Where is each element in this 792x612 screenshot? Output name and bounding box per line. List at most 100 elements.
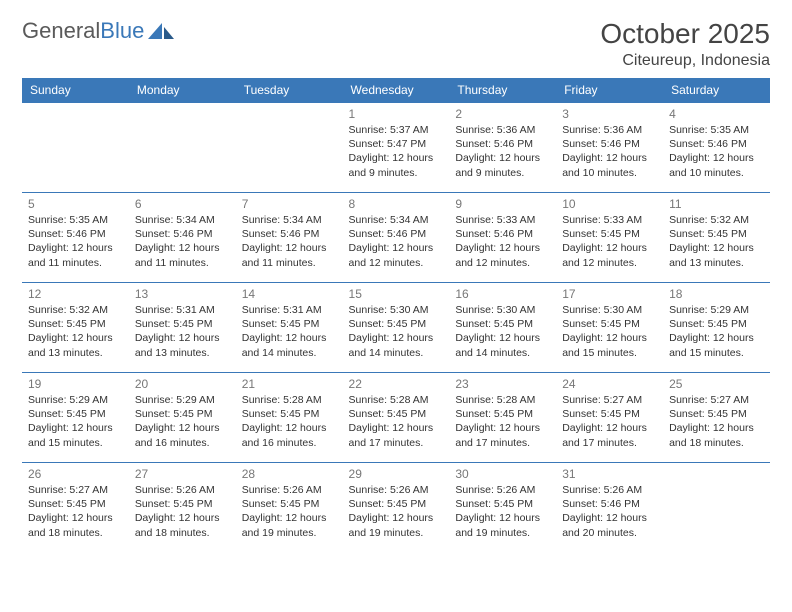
day-number: 10 xyxy=(562,197,657,211)
calendar-cell: 20 Sunrise: 5:29 AMSunset: 5:45 PMDayligh… xyxy=(129,373,236,463)
day-header: Thursday xyxy=(449,78,556,103)
calendar-cell xyxy=(236,103,343,193)
day-header: Tuesday xyxy=(236,78,343,103)
day-number: 7 xyxy=(242,197,337,211)
day-detail: Sunrise: 5:36 AMSunset: 5:46 PMDaylight:… xyxy=(455,123,550,180)
day-detail: Sunrise: 5:32 AMSunset: 5:45 PMDaylight:… xyxy=(28,303,123,360)
calendar-cell: 21 Sunrise: 5:28 AMSunset: 5:45 PMDayligh… xyxy=(236,373,343,463)
calendar-cell: 18 Sunrise: 5:29 AMSunset: 5:45 PMDayligh… xyxy=(663,283,770,373)
day-number: 6 xyxy=(135,197,230,211)
calendar-cell xyxy=(22,103,129,193)
day-number: 15 xyxy=(349,287,444,301)
day-number: 2 xyxy=(455,107,550,121)
calendar-cell: 27Sunrise: 5:26 AMSunset: 5:45 PMDayligh… xyxy=(129,463,236,553)
day-detail: Sunrise: 5:26 AMSunset: 5:45 PMDaylight:… xyxy=(455,483,550,540)
calendar-table: SundayMondayTuesdayWednesdayThursdayFrid… xyxy=(22,78,770,553)
calendar-cell: 2 Sunrise: 5:36 AMSunset: 5:46 PMDaylight… xyxy=(449,103,556,193)
day-detail: Sunrise: 5:28 AMSunset: 5:45 PMDaylight:… xyxy=(242,393,337,450)
day-detail: Sunrise: 5:30 AMSunset: 5:45 PMDaylight:… xyxy=(562,303,657,360)
calendar-body: 1 Sunrise: 5:37 AMSunset: 5:47 PMDaylight… xyxy=(22,103,770,553)
calendar-cell: 25 Sunrise: 5:27 AMSunset: 5:45 PMDayligh… xyxy=(663,373,770,463)
calendar-cell: 28Sunrise: 5:26 AMSunset: 5:45 PMDayligh… xyxy=(236,463,343,553)
calendar-cell xyxy=(129,103,236,193)
day-number: 22 xyxy=(349,377,444,391)
day-detail: Sunrise: 5:29 AMSunset: 5:45 PMDaylight:… xyxy=(135,393,230,450)
day-number: 3 xyxy=(562,107,657,121)
day-detail: Sunrise: 5:32 AMSunset: 5:45 PMDaylight:… xyxy=(669,213,764,270)
day-number: 12 xyxy=(28,287,123,301)
day-number: 8 xyxy=(349,197,444,211)
day-detail: Sunrise: 5:29 AMSunset: 5:45 PMDaylight:… xyxy=(669,303,764,360)
calendar-cell: 7 Sunrise: 5:34 AMSunset: 5:46 PMDaylight… xyxy=(236,193,343,283)
day-number: 20 xyxy=(135,377,230,391)
calendar-cell: 10 Sunrise: 5:33 AMSunset: 5:45 PMDayligh… xyxy=(556,193,663,283)
calendar-cell: 30Sunrise: 5:26 AMSunset: 5:45 PMDayligh… xyxy=(449,463,556,553)
calendar-cell: 19 Sunrise: 5:29 AMSunset: 5:45 PMDayligh… xyxy=(22,373,129,463)
day-number: 27 xyxy=(135,467,230,481)
day-header: Friday xyxy=(556,78,663,103)
day-number: 29 xyxy=(349,467,444,481)
calendar-cell: 1 Sunrise: 5:37 AMSunset: 5:47 PMDaylight… xyxy=(343,103,450,193)
day-detail: Sunrise: 5:26 AMSunset: 5:45 PMDaylight:… xyxy=(349,483,444,540)
calendar-row: 1 Sunrise: 5:37 AMSunset: 5:47 PMDaylight… xyxy=(22,103,770,193)
day-detail: Sunrise: 5:29 AMSunset: 5:45 PMDaylight:… xyxy=(28,393,123,450)
day-detail: Sunrise: 5:27 AMSunset: 5:45 PMDaylight:… xyxy=(28,483,123,540)
day-detail: Sunrise: 5:33 AMSunset: 5:45 PMDaylight:… xyxy=(562,213,657,270)
day-number: 25 xyxy=(669,377,764,391)
calendar-cell: 23Sunrise: 5:28 AMSunset: 5:45 PMDayligh… xyxy=(449,373,556,463)
day-number: 21 xyxy=(242,377,337,391)
day-number: 11 xyxy=(669,197,764,211)
calendar-cell: 16 Sunrise: 5:30 AMSunset: 5:45 PMDayligh… xyxy=(449,283,556,373)
day-header: Wednesday xyxy=(343,78,450,103)
day-number: 16 xyxy=(455,287,550,301)
calendar-cell: 5Sunrise: 5:35 AMSunset: 5:46 PMDaylight… xyxy=(22,193,129,283)
calendar-cell: 4 Sunrise: 5:35 AMSunset: 5:46 PMDaylight… xyxy=(663,103,770,193)
day-detail: Sunrise: 5:30 AMSunset: 5:45 PMDaylight:… xyxy=(455,303,550,360)
day-detail: Sunrise: 5:27 AMSunset: 5:45 PMDaylight:… xyxy=(562,393,657,450)
calendar-cell: 31Sunrise: 5:26 AMSunset: 5:46 PMDayligh… xyxy=(556,463,663,553)
day-detail: Sunrise: 5:26 AMSunset: 5:45 PMDaylight:… xyxy=(242,483,337,540)
day-number: 13 xyxy=(135,287,230,301)
calendar-head: SundayMondayTuesdayWednesdayThursdayFrid… xyxy=(22,78,770,103)
calendar-cell: 15Sunrise: 5:30 AMSunset: 5:45 PMDayligh… xyxy=(343,283,450,373)
location: Citeureup, Indonesia xyxy=(600,52,770,70)
calendar-cell: 13Sunrise: 5:31 AMSunset: 5:45 PMDayligh… xyxy=(129,283,236,373)
calendar-cell: 11 Sunrise: 5:32 AMSunset: 5:45 PMDayligh… xyxy=(663,193,770,283)
day-header: Monday xyxy=(129,78,236,103)
day-detail: Sunrise: 5:28 AMSunset: 5:45 PMDaylight:… xyxy=(349,393,444,450)
calendar-cell: 9Sunrise: 5:33 AMSunset: 5:46 PMDaylight… xyxy=(449,193,556,283)
calendar-row: 26 Sunrise: 5:27 AMSunset: 5:45 PMDayligh… xyxy=(22,463,770,553)
day-number: 26 xyxy=(28,467,123,481)
day-detail: Sunrise: 5:37 AMSunset: 5:47 PMDaylight:… xyxy=(349,123,444,180)
day-number: 31 xyxy=(562,467,657,481)
day-number: 18 xyxy=(669,287,764,301)
day-detail: Sunrise: 5:34 AMSunset: 5:46 PMDaylight:… xyxy=(242,213,337,270)
calendar-cell: 6Sunrise: 5:34 AMSunset: 5:46 PMDaylight… xyxy=(129,193,236,283)
day-number: 19 xyxy=(28,377,123,391)
month-title: October 2025 xyxy=(600,18,770,50)
day-detail: Sunrise: 5:33 AMSunset: 5:46 PMDaylight:… xyxy=(455,213,550,270)
logo-sail-icon xyxy=(148,21,174,41)
calendar-cell: 24Sunrise: 5:27 AMSunset: 5:45 PMDayligh… xyxy=(556,373,663,463)
day-detail: Sunrise: 5:34 AMSunset: 5:46 PMDaylight:… xyxy=(349,213,444,270)
day-detail: Sunrise: 5:35 AMSunset: 5:46 PMDaylight:… xyxy=(669,123,764,180)
calendar-cell: 12 Sunrise: 5:32 AMSunset: 5:45 PMDayligh… xyxy=(22,283,129,373)
day-header: Sunday xyxy=(22,78,129,103)
day-detail: Sunrise: 5:35 AMSunset: 5:46 PMDaylight:… xyxy=(28,213,123,270)
calendar-cell: 29 Sunrise: 5:26 AMSunset: 5:45 PMDayligh… xyxy=(343,463,450,553)
calendar-cell xyxy=(663,463,770,553)
day-number: 4 xyxy=(669,107,764,121)
calendar-cell: 3Sunrise: 5:36 AMSunset: 5:46 PMDaylight… xyxy=(556,103,663,193)
logo-text: GeneralBlue xyxy=(22,18,144,44)
day-header: Saturday xyxy=(663,78,770,103)
day-detail: Sunrise: 5:27 AMSunset: 5:45 PMDaylight:… xyxy=(669,393,764,450)
day-number: 17 xyxy=(562,287,657,301)
header: GeneralBlue October 2025 Citeureup, Indo… xyxy=(22,18,770,70)
day-number: 23 xyxy=(455,377,550,391)
calendar-cell: 17 Sunrise: 5:30 AMSunset: 5:45 PMDayligh… xyxy=(556,283,663,373)
calendar-cell: 14Sunrise: 5:31 AMSunset: 5:45 PMDayligh… xyxy=(236,283,343,373)
day-number: 1 xyxy=(349,107,444,121)
title-block: October 2025 Citeureup, Indonesia xyxy=(600,18,770,70)
calendar-row: 19 Sunrise: 5:29 AMSunset: 5:45 PMDayligh… xyxy=(22,373,770,463)
calendar-row: 12 Sunrise: 5:32 AMSunset: 5:45 PMDayligh… xyxy=(22,283,770,373)
